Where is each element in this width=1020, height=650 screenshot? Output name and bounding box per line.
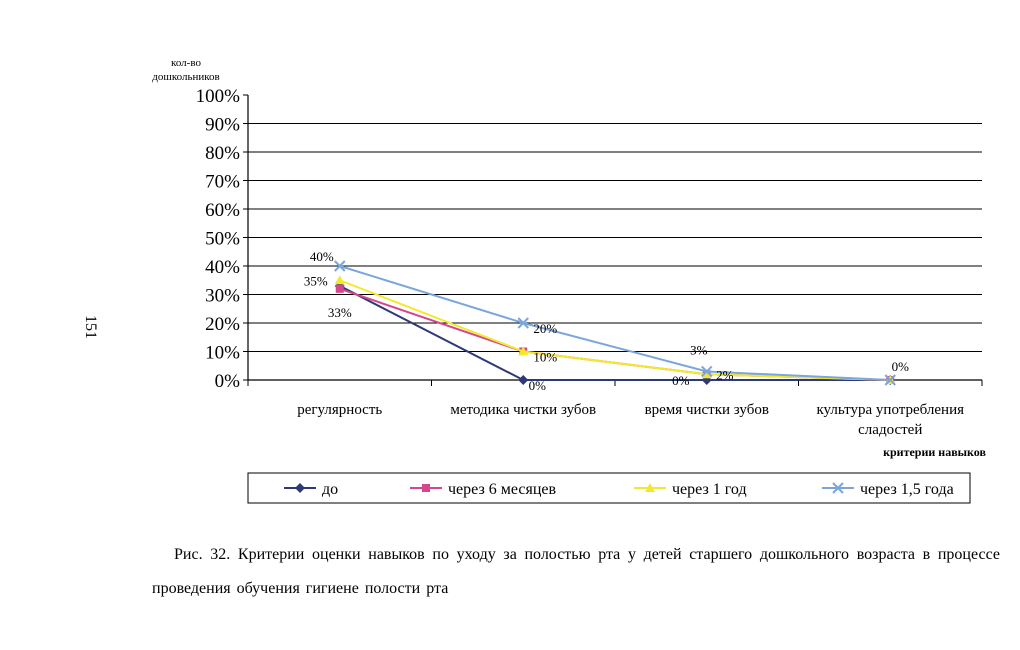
data-point bbox=[334, 275, 345, 285]
data-point bbox=[701, 369, 712, 379]
y-tick-label: 90% bbox=[205, 115, 240, 136]
data-label: 2% bbox=[716, 367, 734, 382]
data-label: 0% bbox=[529, 378, 547, 393]
x-tick-label: регулярность bbox=[297, 402, 382, 418]
y-axis-title: кол-во дошкольников bbox=[152, 57, 219, 83]
x-tick-label: культура употребления сладостей bbox=[816, 402, 964, 438]
series-line bbox=[339, 265, 891, 381]
legend-label: через 6 месяцев bbox=[448, 481, 557, 498]
y-tick-label: 80% bbox=[205, 143, 240, 164]
y-tick-label: 60% bbox=[205, 200, 240, 221]
legend-label: через 1 год bbox=[672, 481, 747, 498]
y-tick-label: 50% bbox=[205, 229, 240, 250]
y-tick-label: 20% bbox=[205, 314, 240, 335]
legend-label: через 1,5 года bbox=[860, 481, 954, 498]
data-point bbox=[517, 317, 529, 329]
data-label: 33% bbox=[328, 305, 352, 320]
data-labels: 33% 0% 0% 35% 10% 2% 40% 20% 3% 0% bbox=[304, 249, 909, 393]
data-point bbox=[832, 482, 844, 494]
data-point bbox=[701, 365, 713, 378]
data-point bbox=[334, 260, 346, 272]
legend-label: до bbox=[322, 481, 338, 498]
y-tick-label: 40% bbox=[205, 257, 240, 278]
data-label: 20% bbox=[533, 321, 557, 336]
y-tick-label: 10% bbox=[205, 343, 240, 364]
series-line bbox=[339, 285, 891, 381]
figure-caption: Рис. 32. Критерии оценки навыков по уход… bbox=[152, 546, 1000, 597]
data-point bbox=[884, 374, 896, 386]
x-tick-label: методика чистки зубов bbox=[450, 402, 596, 418]
data-point bbox=[422, 484, 430, 492]
data-point bbox=[518, 375, 529, 385]
data-point bbox=[295, 483, 305, 493]
gridlines bbox=[248, 123, 982, 352]
axes: 0% 10% 20% 30% 40% 50% 60% 70% 80% 90% 100% регуляр… bbox=[152, 57, 986, 459]
y-tick-label: 0% bbox=[215, 371, 241, 392]
series-line bbox=[339, 287, 891, 381]
series-lines bbox=[334, 260, 896, 386]
series-line bbox=[339, 279, 891, 381]
data-point bbox=[645, 483, 655, 492]
data-point bbox=[518, 346, 529, 356]
y-tick-label: 30% bbox=[205, 286, 240, 307]
data-label: 40% bbox=[310, 249, 334, 264]
line-chart: 0% 10% 20% 30% 40% 50% 60% 70% 80% 90% 100% регуляр… bbox=[152, 57, 987, 504]
data-label: 0% bbox=[892, 359, 910, 374]
x-axis-title: критерии навыков bbox=[883, 445, 986, 459]
y-tick-label: 100% bbox=[196, 86, 241, 107]
data-label: 3% bbox=[690, 342, 708, 357]
data-label: 0% bbox=[672, 373, 690, 388]
data-point bbox=[335, 284, 344, 293]
y-tick-label: 70% bbox=[205, 172, 240, 193]
data-label: 35% bbox=[304, 273, 328, 288]
x-tick-label: время чистки зубов bbox=[645, 402, 769, 418]
data-label: 10% bbox=[533, 350, 557, 365]
legend: до через 6 месяцев через 1 год через 1,5 го… bbox=[247, 472, 971, 504]
